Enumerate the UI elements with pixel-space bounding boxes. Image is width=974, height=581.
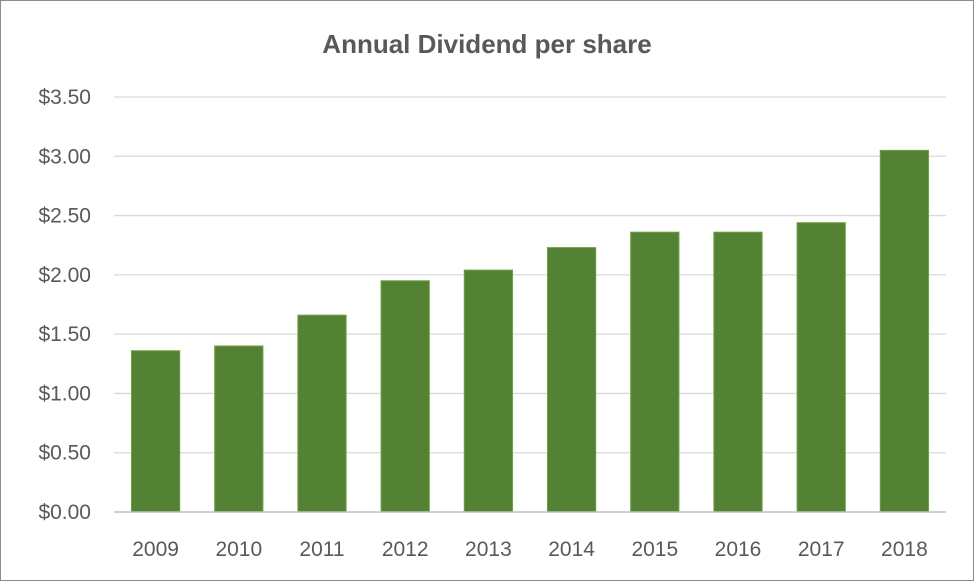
bar-2015 [630, 231, 680, 513]
x-tick-label: 2016 [715, 538, 762, 561]
x-tick-label: 2010 [215, 538, 262, 561]
bar-2014 [546, 247, 597, 513]
x-tick-label: 2014 [548, 538, 595, 561]
x-tick-label: 2011 [299, 538, 344, 561]
y-tick-label: $0.00 [38, 501, 91, 524]
y-tick-label: $1.00 [38, 382, 91, 405]
y-tick-label: $0.50 [38, 442, 91, 465]
y-tick-label: $3.00 [38, 145, 91, 168]
chart-title: Annual Dividend per share [322, 29, 651, 59]
x-tick-label: 2017 [798, 538, 845, 561]
bar-2012 [380, 280, 430, 513]
bar-2010 [214, 345, 264, 513]
bar-2011 [297, 314, 347, 513]
x-tick-label: 2009 [132, 538, 179, 561]
bar-2016 [713, 231, 763, 513]
x-tick-label: 2018 [881, 538, 928, 561]
bar-2009 [130, 350, 181, 513]
y-tick-label: $3.50 [38, 86, 91, 109]
y-tick-label: $2.50 [38, 205, 91, 228]
x-tick-label: 2013 [465, 538, 512, 561]
bar-2013 [463, 269, 514, 513]
y-tick-label: $1.50 [38, 323, 91, 346]
y-tick-label: $2.00 [38, 264, 91, 287]
bar-2017 [796, 222, 846, 513]
x-tick-label: 2015 [631, 538, 678, 561]
x-axis-ticks: 2009 2010 2011 2012 2013 2014 2015 2016 2017 2018 [132, 538, 928, 561]
bar-2018 [879, 149, 930, 513]
y-axis-ticks: $0.00 $0.50 $1.00 $1.50 $2.00 $2.50 $3.00 $3.50 [38, 86, 91, 524]
bars [130, 149, 930, 513]
x-tick-label: 2012 [382, 538, 429, 561]
